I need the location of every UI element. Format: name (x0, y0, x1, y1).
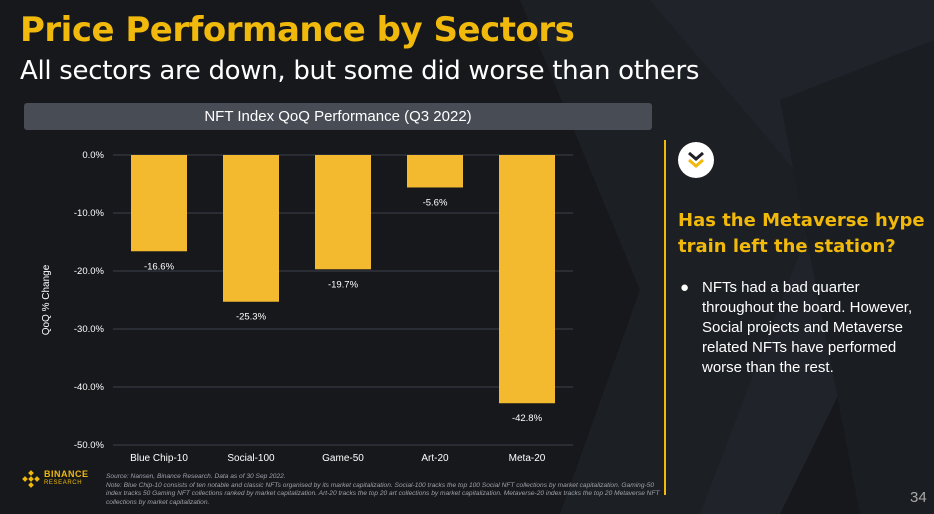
sidebar-heading: Has the Metaverse hype train left the st… (678, 210, 925, 257)
x-tick-label: Social-100 (227, 453, 275, 464)
y-tick-label: 0.0% (82, 150, 104, 161)
bar-blue-chip-10 (131, 155, 187, 252)
bullet-symbol: ● (680, 279, 690, 296)
y-axis-label: QoQ % Change (41, 264, 52, 335)
binance-logo-icon (22, 470, 40, 488)
data-label: -25.3% (236, 312, 267, 323)
chart-title-bar: NFT Index QoQ Performance (Q3 2022) (24, 103, 652, 130)
x-tick-label: Game-50 (322, 453, 364, 464)
logo-line2: RESEARCH (44, 480, 83, 486)
bg-shape-3 (780, 40, 934, 514)
binance-research-logo: BINANCE RESEARCH (22, 470, 89, 488)
sidebar-bullet: ● NFTs had a bad quarter throughout the … (680, 278, 930, 378)
bar-social-100 (223, 155, 279, 302)
x-tick-label: Meta-20 (509, 453, 546, 464)
footnote: Source: Nansen, Binance Research. Data a… (106, 473, 666, 507)
y-tick-label: -30.0% (74, 324, 105, 335)
bar-meta-20 (499, 155, 555, 404)
chart-title: NFT Index QoQ Performance (Q3 2022) (204, 108, 472, 125)
data-label: -16.6% (144, 261, 175, 272)
data-label: -42.8% (512, 413, 543, 424)
footnote-source: Source: Nansen, Binance Research. Data a… (106, 473, 286, 480)
data-label: -19.7% (328, 279, 359, 290)
bullet-text: NFTs had a bad quarter throughout the bo… (702, 279, 913, 376)
page-number: 34 (910, 489, 927, 506)
y-tick-label: -50.0% (74, 440, 105, 451)
data-label: -5.6% (423, 197, 448, 208)
page-subtitle: All sectors are down, but some did worse… (20, 56, 700, 86)
sidebar-icon-badge (678, 142, 714, 178)
sidebar-divider (664, 140, 666, 495)
bar-game-50 (315, 155, 371, 270)
chevron-down-icon (688, 151, 704, 168)
y-tick-label: -10.0% (74, 208, 105, 219)
page-title: Price Performance by Sectors (20, 10, 575, 50)
y-tick-label: -20.0% (74, 266, 105, 277)
x-tick-label: Blue Chip-10 (130, 453, 188, 464)
footnote-note: Note: Blue Chip-10 consists of ten notab… (106, 481, 660, 506)
bar-chart: 0.0% -10.0% -20.0% -30.0% -40.0% -50.0% QoQ % … (41, 150, 573, 464)
x-tick-label: Art-20 (421, 453, 449, 464)
bar-art-20 (407, 155, 463, 188)
logo-line1: BINANCE (44, 469, 89, 479)
y-tick-label: -40.0% (74, 382, 105, 393)
